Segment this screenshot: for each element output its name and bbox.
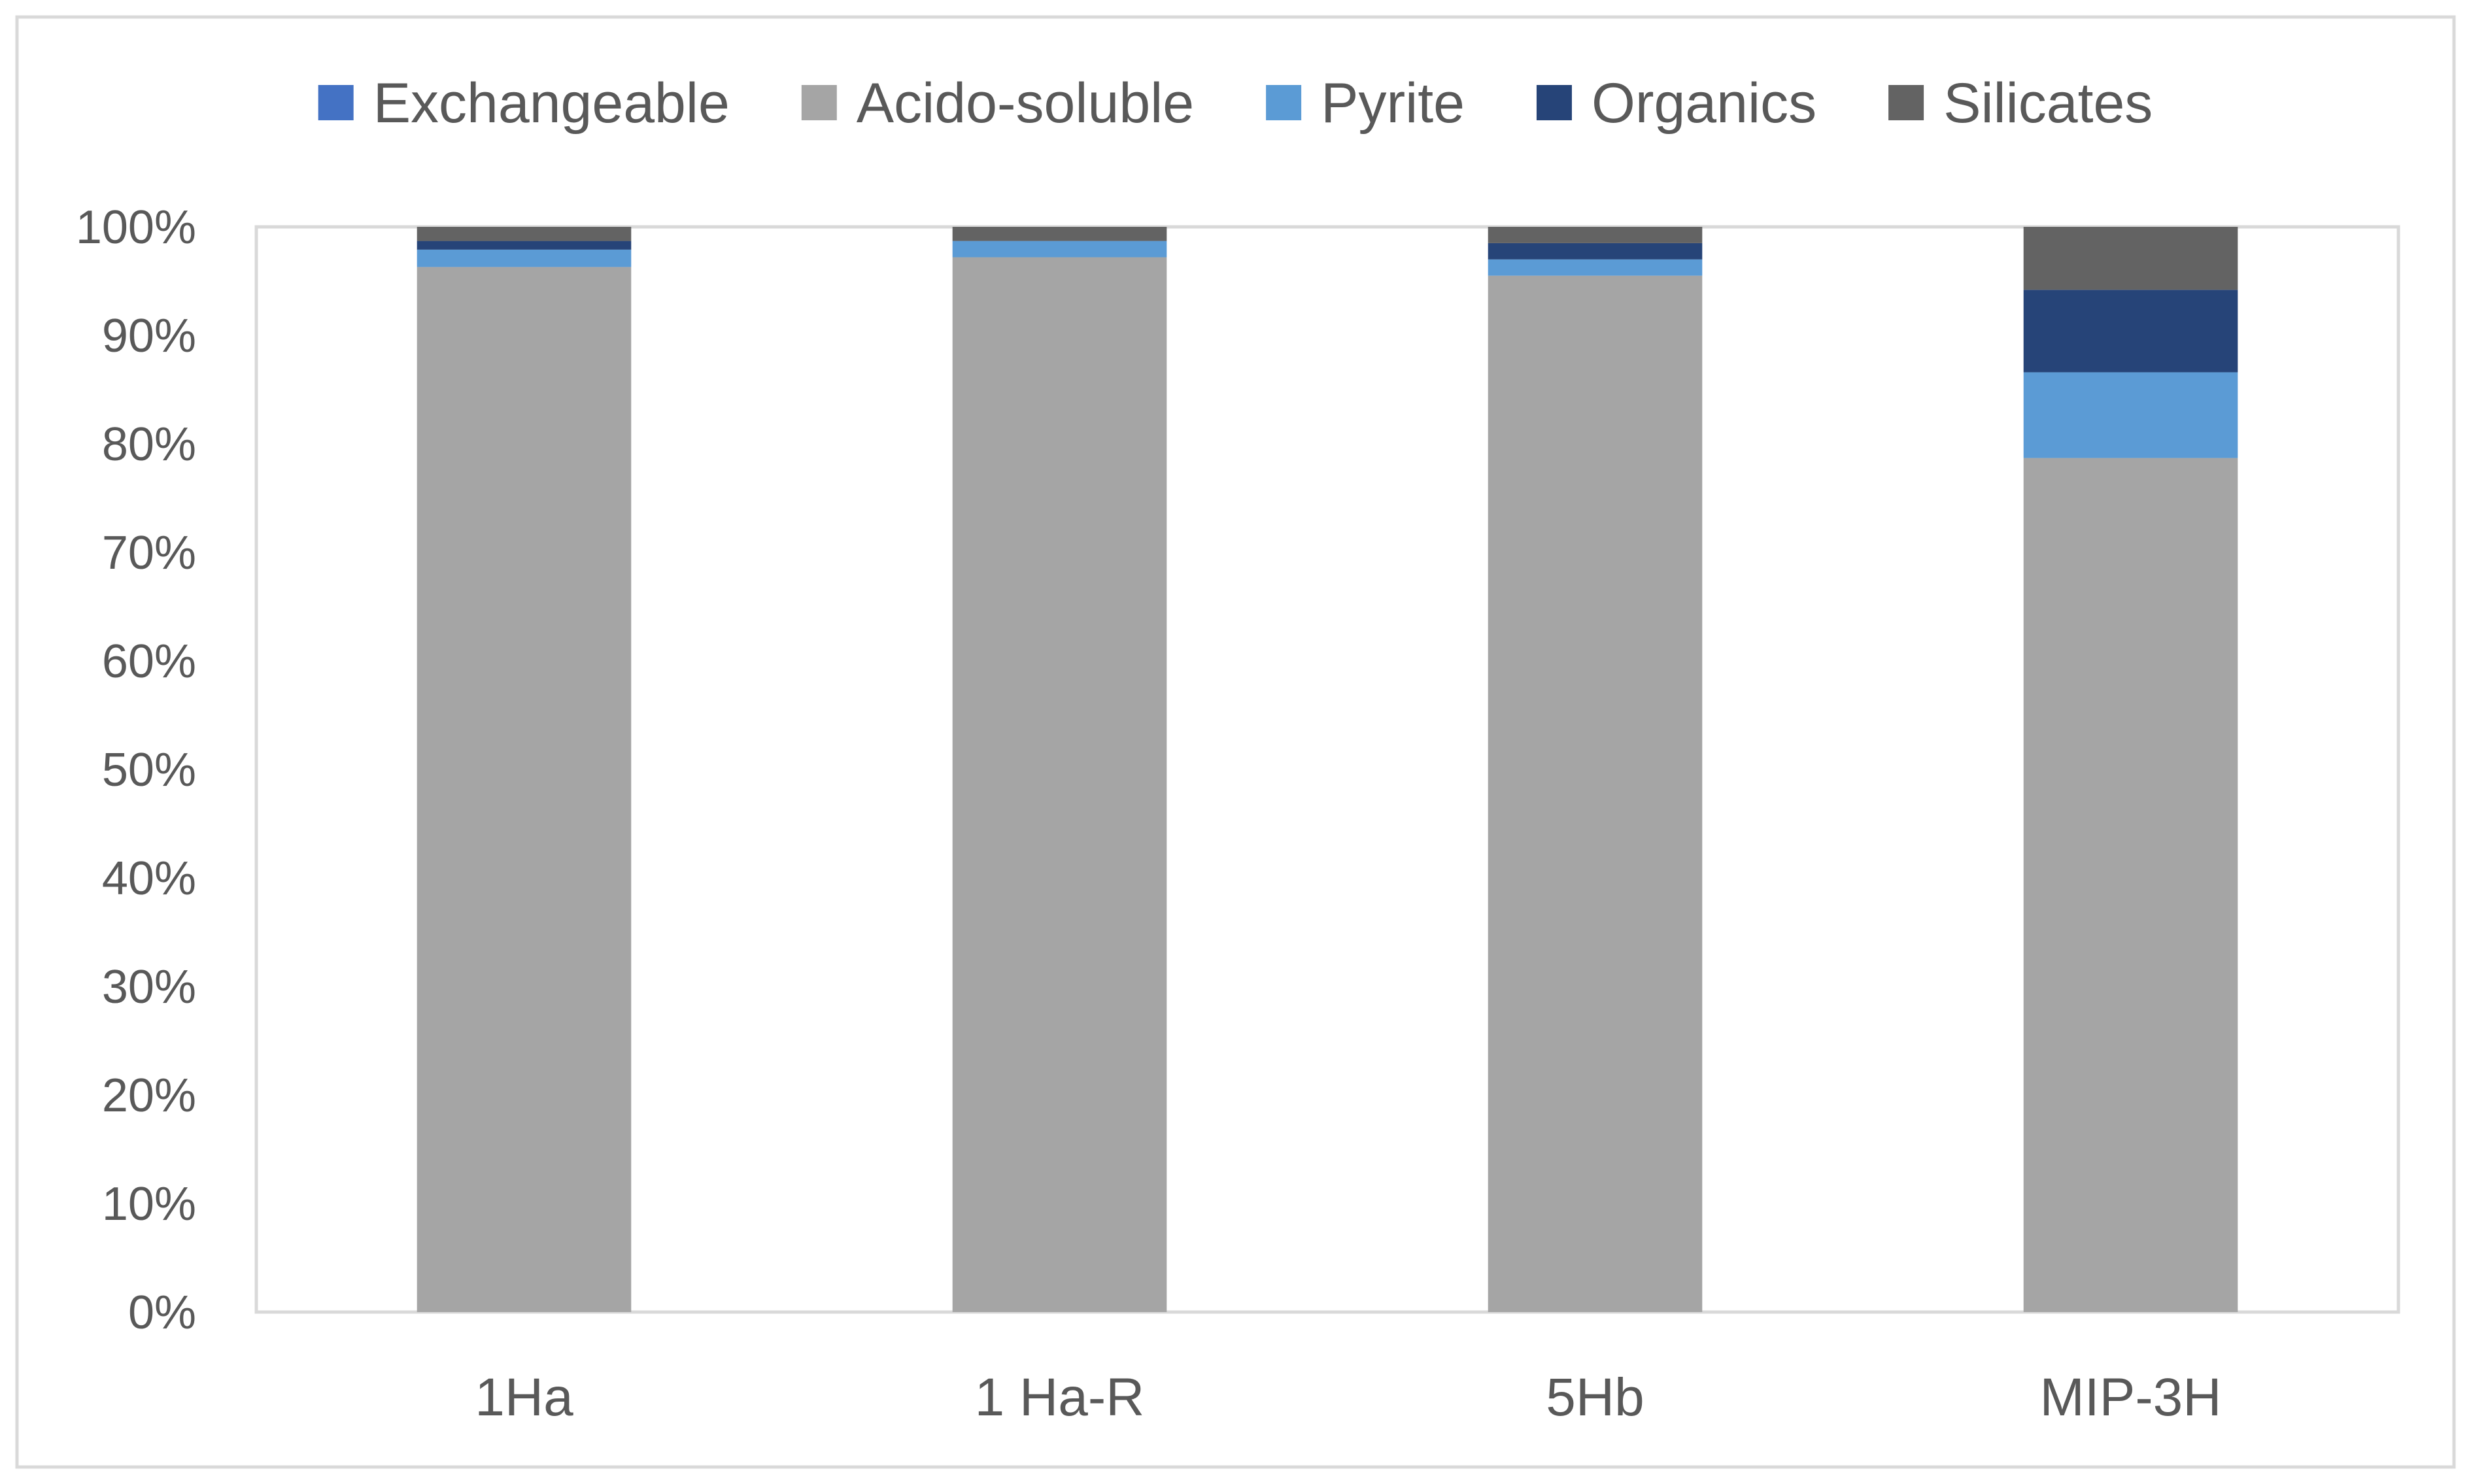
- legend-swatch: [1536, 85, 1572, 120]
- legend-swatch: [1888, 85, 1924, 120]
- y-tick-label: 0%: [128, 1287, 196, 1339]
- legend-item: Pyrite: [1266, 72, 1465, 135]
- y-tick-label: 40%: [102, 852, 196, 905]
- y-tick-label: 50%: [102, 744, 196, 796]
- bar-segment: [2023, 227, 2238, 290]
- y-tick-label: 20%: [102, 1070, 196, 1122]
- y-tick-label: 100%: [76, 201, 196, 254]
- legend: Exchangeable Acido-soluble Pyrite Organics S…: [318, 72, 2153, 135]
- legend-item: Organics: [1536, 72, 1816, 135]
- legend-swatch: [318, 85, 354, 120]
- bar-segment: [417, 241, 632, 250]
- legend-item: Exchangeable: [318, 72, 730, 135]
- x-category-label: MIP-3H: [2040, 1368, 2222, 1427]
- bar-segment: [2023, 458, 2238, 1312]
- y-tick-label: 70%: [102, 527, 196, 579]
- legend-label: Silicates: [1943, 72, 2153, 135]
- bar-segment: [952, 257, 1167, 1313]
- x-category-label: 1Ha: [475, 1368, 573, 1427]
- bar-stack: [1488, 227, 1703, 1313]
- bar-segment: [417, 249, 632, 267]
- legend-item: Acido-soluble: [801, 72, 1194, 135]
- legend-swatch: [1266, 85, 1302, 120]
- bar-segment: [952, 241, 1167, 258]
- bar-segment: [417, 227, 632, 241]
- legend-item: Silicates: [1888, 72, 2153, 135]
- y-tick-label: 90%: [102, 310, 196, 362]
- bars: [417, 227, 2238, 1313]
- bar-segment: [1488, 275, 1703, 1313]
- legend-label: Exchangeable: [373, 72, 730, 135]
- legend-label: Organics: [1592, 72, 1816, 135]
- bar-segment: [2023, 372, 2238, 458]
- y-tick-label: 60%: [102, 635, 196, 688]
- bar-segment: [952, 227, 1167, 241]
- x-category-label: 5Hb: [1546, 1368, 1644, 1427]
- x-category-label: 1 Ha-R: [975, 1368, 1145, 1427]
- legend-swatch: [801, 85, 837, 120]
- bar-segment: [417, 267, 632, 1312]
- y-tick-label: 10%: [102, 1178, 196, 1230]
- y-tick-label: 30%: [102, 961, 196, 1013]
- bar-stack: [952, 227, 1167, 1313]
- bar-stack: [2023, 227, 2238, 1312]
- y-axis: 0% 10% 20% 30% 40% 50% 60% 70% 80% 90% 100%: [76, 201, 196, 1339]
- legend-label: Pyrite: [1321, 72, 1465, 135]
- y-tick-label: 80%: [102, 418, 196, 471]
- bar-stack: [417, 227, 632, 1312]
- bar-segment: [2023, 290, 2238, 373]
- bar-segment: [1488, 259, 1703, 276]
- bar-segment: [1488, 227, 1703, 243]
- x-axis: 1Ha 1 Ha-R 5Hb MIP-3H: [475, 1368, 2221, 1427]
- legend-label: Acido-soluble: [857, 72, 1194, 135]
- bar-segment: [1488, 243, 1703, 260]
